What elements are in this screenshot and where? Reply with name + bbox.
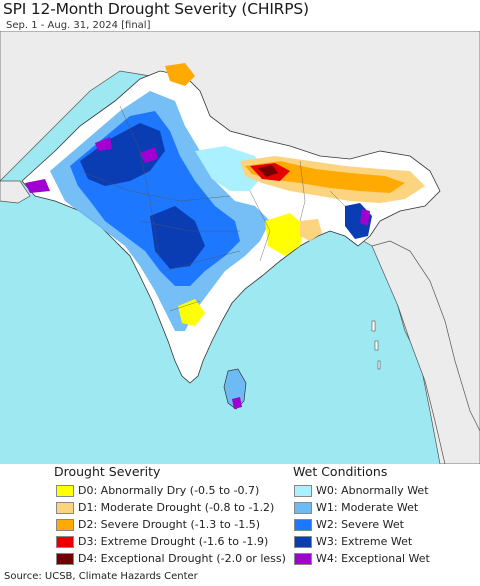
drought-d4-region xyxy=(258,165,278,177)
wet-w4-patch-4 xyxy=(360,209,370,226)
drought-south-d0-patch xyxy=(178,299,205,326)
sri-lanka-wet-patch xyxy=(232,397,242,409)
drought-map xyxy=(0,31,480,464)
swatch-w0 xyxy=(294,485,312,497)
outside-land-west xyxy=(0,180,31,204)
wet-w3-patch-2 xyxy=(150,206,205,269)
swatch-d1 xyxy=(56,502,74,514)
source-credit: Source: UCSB, Climate Hazards Center xyxy=(4,571,198,582)
legend: Drought Severity Wet Conditions D0: Abno… xyxy=(0,464,480,568)
wet-legend-heading: Wet Conditions xyxy=(293,464,388,479)
swatch-w2 xyxy=(294,519,312,531)
andaman-islands xyxy=(371,320,381,370)
internal-borders xyxy=(79,105,346,312)
map-subtitle: Sep. 1 - Aug. 31, 2024 [final] xyxy=(6,20,151,31)
legend-label-w4: W4: Exceptional Wet xyxy=(316,552,430,565)
wet-w0-region xyxy=(195,146,262,191)
swatch-d4 xyxy=(56,553,74,565)
drought-north-patch xyxy=(165,63,195,86)
wet-w4-patch-1 xyxy=(25,179,50,193)
drought-d0-region xyxy=(265,213,305,256)
wet-w4-patch-2 xyxy=(95,137,112,151)
swatch-w3 xyxy=(294,536,312,548)
legend-label-w2: W2: Severe Wet xyxy=(316,518,404,531)
wet-w4-patch-3 xyxy=(140,147,158,163)
legend-label-w3: W3: Extreme Wet xyxy=(316,535,413,548)
legend-label-d0: D0: Abnormally Dry (-0.5 to -0.7) xyxy=(78,484,260,497)
outside-land-east xyxy=(371,240,480,464)
legend-label-w1: W1: Moderate Wet xyxy=(316,501,419,514)
legend-label-w0: W0: Abnormally Wet xyxy=(316,484,429,497)
legend-label-d2: D2: Severe Drought (-1.3 to -1.5) xyxy=(78,518,261,531)
legend-label-d1: D1: Moderate Drought (-0.8 to -1.2) xyxy=(78,501,275,514)
legend-label-d4: D4: Exceptional Drought (-2.0 or less) xyxy=(78,552,286,565)
drought-east-d1-patch xyxy=(300,219,322,241)
swatch-d3 xyxy=(56,536,74,548)
map-title: SPI 12-Month Drought Severity (CHIRPS) xyxy=(3,0,309,18)
swatch-d0 xyxy=(56,485,74,497)
map-canvas xyxy=(0,31,480,464)
swatch-w1 xyxy=(294,502,312,514)
swatch-d2 xyxy=(56,519,74,531)
legend-label-d3: D3: Extreme Drought (-1.6 to -1.9) xyxy=(78,535,269,548)
swatch-w4 xyxy=(294,553,312,565)
drought-legend-heading: Drought Severity xyxy=(54,464,161,479)
